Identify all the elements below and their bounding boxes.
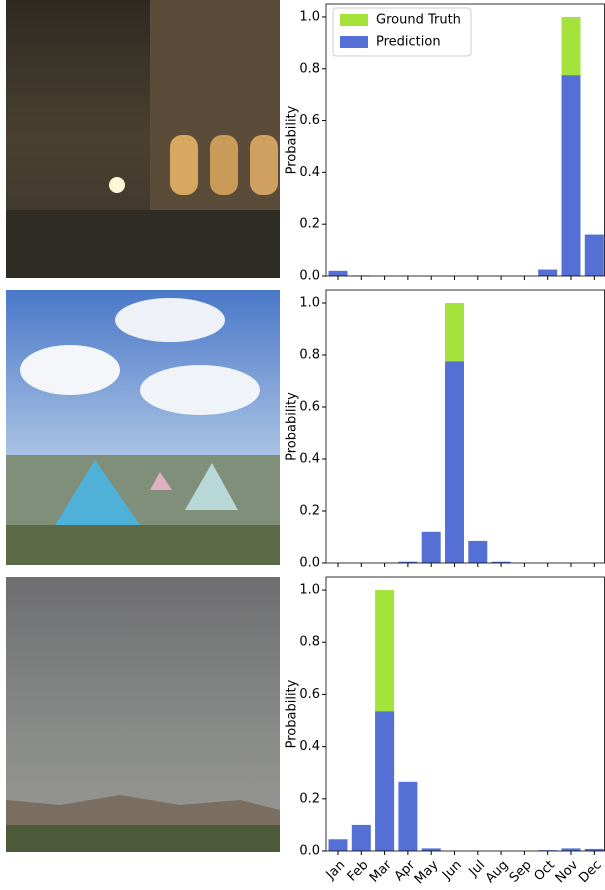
bar <box>468 541 487 563</box>
y-tick-label: 0.0 <box>299 556 320 571</box>
axes-frame <box>326 290 605 563</box>
bar <box>422 532 441 563</box>
legend-label: Prediction <box>376 35 441 50</box>
figure: 0.0 0.2 0.4 0.6 0.8 1.0 Probability Ground Trut… <box>0 0 605 890</box>
bar <box>398 782 417 851</box>
x-tick-label: Jan <box>323 858 348 883</box>
y-tick-label: 0.8 <box>299 635 320 650</box>
y-tick-label: 0.0 <box>299 844 320 859</box>
y-tick-label: 0.0 <box>299 269 320 284</box>
y-axis-label: Probability <box>285 392 300 461</box>
y-tick-label: 1.0 <box>299 9 320 24</box>
x-tick-label: Dec <box>576 858 604 886</box>
y-tick-label: 0.2 <box>299 791 320 806</box>
legend-swatch <box>340 14 368 26</box>
x-tick-label: Feb <box>345 858 372 885</box>
bar <box>329 271 348 276</box>
bar <box>562 75 581 276</box>
y-tick-label: 0.6 <box>299 687 320 702</box>
photo-pyramids <box>6 290 280 565</box>
x-tick-label: Mar <box>367 857 395 885</box>
photo-night-building <box>6 0 280 278</box>
bar <box>329 839 348 851</box>
legend-swatch <box>340 36 368 48</box>
x-tick-label: Oct <box>531 858 558 885</box>
y-tick-label: 1.0 <box>299 296 320 311</box>
axes-frame <box>326 577 605 851</box>
x-tick-label: Nov <box>553 857 582 886</box>
y-tick-label: 0.2 <box>299 504 320 519</box>
y-tick-label: 0.2 <box>299 217 320 232</box>
y-tick-label: 1.0 <box>299 583 320 598</box>
y-tick-label: 0.4 <box>299 452 320 467</box>
y-axis-label: Probability <box>285 679 300 748</box>
bar <box>375 711 394 851</box>
y-tick-label: 0.8 <box>299 61 320 76</box>
x-tick-label: May <box>412 857 442 887</box>
y-tick-label: 0.4 <box>299 739 320 754</box>
x-tick-label: Jun <box>439 858 465 884</box>
bar <box>352 825 371 851</box>
x-tick-label: Sep <box>507 858 535 886</box>
bar <box>445 362 464 564</box>
photo-mountains <box>6 577 280 852</box>
y-tick-label: 0.6 <box>299 400 320 415</box>
y-tick-label: 0.6 <box>299 113 320 128</box>
y-tick-label: 0.8 <box>299 348 320 363</box>
x-tick-label: Aug <box>483 858 512 887</box>
bar <box>538 270 557 276</box>
legend-label: Ground Truth <box>376 13 461 28</box>
bar <box>585 235 604 276</box>
y-tick-label: 0.4 <box>299 165 320 180</box>
y-axis-label: Probability <box>285 105 300 174</box>
